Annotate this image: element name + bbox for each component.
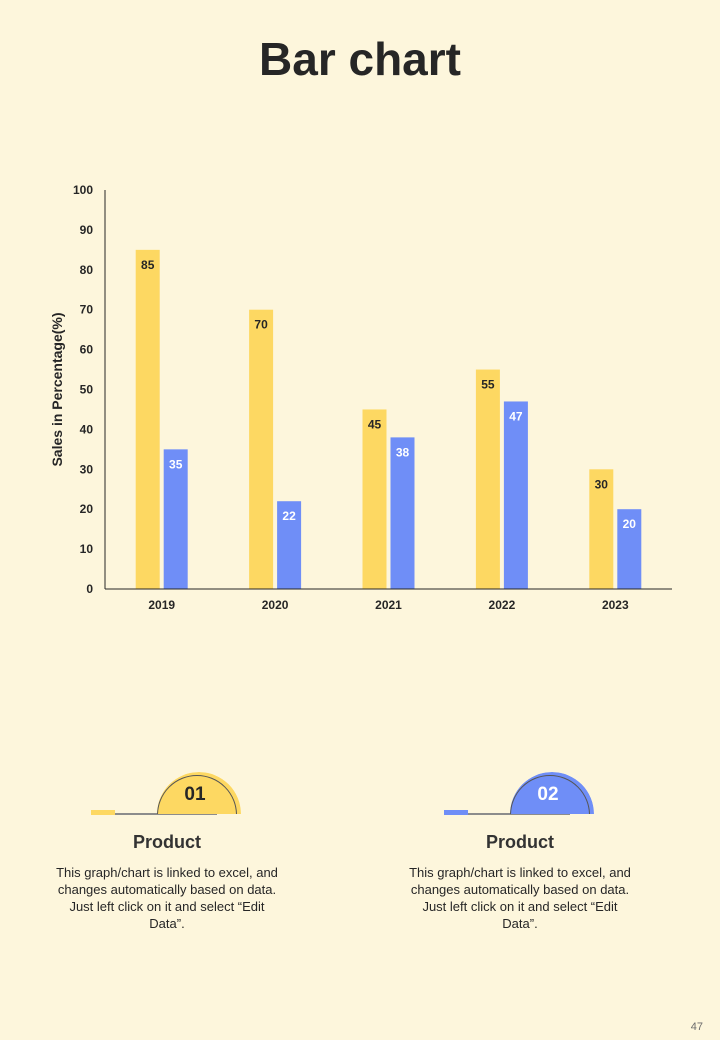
bar-2019-series-2 — [163, 449, 188, 589]
y-axis-title: Sales in Percentage(%) — [49, 312, 65, 466]
x-tick-label: 2023 — [602, 598, 629, 612]
accent-bar — [444, 810, 468, 815]
bar-2020-series-1 — [249, 309, 274, 589]
x-tick-label: 2022 — [489, 598, 516, 612]
card-heading: Product — [485, 832, 554, 852]
badge-number: 01 — [184, 784, 206, 805]
data-label: 35 — [169, 457, 183, 471]
bar-2022-series-2 — [503, 401, 528, 589]
y-tick-label: 30 — [80, 462, 94, 476]
page-number: 47 — [690, 1021, 703, 1033]
data-label: 45 — [368, 417, 382, 431]
y-tick-label: 100 — [73, 183, 93, 197]
data-label: 55 — [481, 378, 495, 392]
bar-2023-series-1 — [589, 469, 614, 589]
bar-2023-series-2 — [617, 509, 642, 589]
product-card-02: 02 Product This graph/chart is linked to… — [390, 760, 650, 940]
y-tick-label: 40 — [80, 422, 94, 436]
badge-01: 01 — [37, 768, 297, 818]
y-axis-ticks: 0 10 20 30 40 50 60 70 80 90 100 — [73, 183, 93, 596]
baseline-divider — [115, 813, 217, 815]
x-tick-label: 2019 — [148, 598, 175, 612]
y-tick-label: 10 — [80, 542, 94, 556]
chart-bars — [135, 249, 642, 589]
badge-number: 02 — [537, 784, 559, 805]
accent-bar — [91, 810, 115, 815]
card-heading: Product — [132, 832, 201, 852]
bar-chart: 0 10 20 30 40 50 60 70 80 90 100 85 35 70 22 45 38 55 47 3… — [49, 183, 672, 612]
bar-2020-series-2 — [277, 501, 302, 589]
data-label: 20 — [623, 517, 637, 531]
data-label: 85 — [141, 258, 155, 272]
y-tick-label: 60 — [80, 343, 94, 357]
data-label: 38 — [396, 445, 410, 459]
y-tick-label: 70 — [80, 303, 94, 317]
y-tick-label: 80 — [80, 263, 94, 277]
y-tick-label: 0 — [86, 582, 93, 596]
data-label: 30 — [595, 477, 609, 491]
page-title: Bar chart — [259, 33, 461, 85]
chart-data-labels: 85 35 70 22 45 38 55 47 30 20 — [141, 258, 636, 531]
x-tick-label: 2021 — [375, 598, 402, 612]
x-axis-ticks: 2019 2020 2021 2022 2023 — [148, 598, 629, 612]
card-description: This graph/chart is linked to excel, and… — [409, 865, 631, 931]
y-tick-label: 50 — [80, 383, 94, 397]
data-label: 47 — [509, 409, 523, 423]
card-description: This graph/chart is linked to excel, and… — [56, 865, 278, 931]
bar-2021-series-1 — [362, 409, 387, 589]
data-label: 70 — [254, 318, 268, 332]
y-tick-label: 90 — [80, 223, 94, 237]
y-tick-label: 20 — [80, 502, 94, 516]
bar-2021-series-2 — [390, 437, 415, 589]
baseline-divider — [468, 813, 570, 815]
bar-2022-series-1 — [475, 369, 500, 589]
badge-02: 02 — [390, 768, 650, 818]
product-card-01: 01 Product This graph/chart is linked to… — [37, 760, 297, 940]
x-tick-label: 2020 — [262, 598, 289, 612]
data-label: 22 — [282, 509, 296, 523]
bar-2019-series-1 — [135, 249, 160, 589]
